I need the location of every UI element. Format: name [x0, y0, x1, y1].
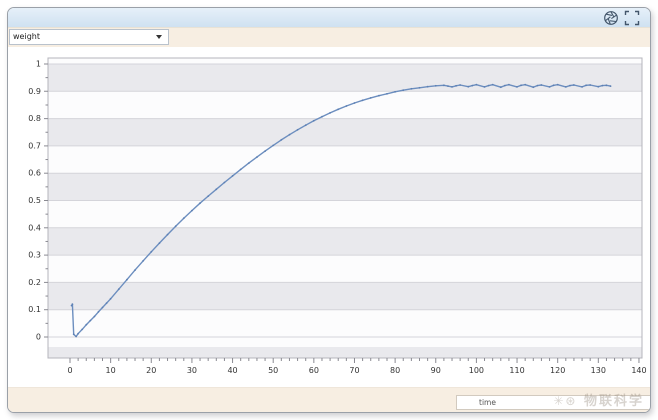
- x-tick-label: 70: [349, 366, 359, 375]
- x-tick-label: 90: [431, 366, 441, 375]
- y-tick-label: 0.7: [28, 141, 41, 150]
- series-selector-dropdown[interactable]: weight: [9, 29, 169, 45]
- x-axis-title-input[interactable]: time: [456, 395, 650, 410]
- aperture-icon[interactable]: [603, 10, 619, 26]
- y-tick-label: 0.4: [28, 223, 41, 232]
- x-tick-label: 130: [591, 366, 606, 375]
- x-tick-label: 140: [631, 366, 646, 375]
- x-tick-label: 120: [550, 366, 565, 375]
- fullscreen-icon[interactable]: [624, 10, 640, 26]
- y-tick-label: 0.8: [28, 114, 41, 123]
- x-tick-label: 20: [146, 366, 156, 375]
- bottom-bar: time: [8, 387, 650, 412]
- x-tick-label: 100: [469, 366, 484, 375]
- y-tick-label: 0.1: [28, 305, 41, 314]
- x-tick-label: 40: [227, 366, 237, 375]
- chevron-down-icon: [156, 35, 162, 39]
- x-tick-label: 10: [106, 366, 116, 375]
- y-tick-label: 0.6: [28, 169, 41, 178]
- x-tick-label: 80: [390, 366, 400, 375]
- header-icon-group: [603, 10, 640, 26]
- y-tick-label: 0.5: [28, 196, 41, 205]
- window-header-strip: [8, 8, 650, 28]
- toolbar: weight: [8, 28, 650, 47]
- y-tick-label: 0: [36, 333, 41, 342]
- x-tick-label: 50: [268, 366, 278, 375]
- x-tick-label: 30: [187, 366, 197, 375]
- y-tick-label: 0.2: [28, 278, 41, 287]
- x-axis-title-text: time: [479, 398, 496, 407]
- series-selector-value: weight: [13, 32, 40, 41]
- x-tick-label: 0: [67, 366, 72, 375]
- y-tick-label: 0.9: [28, 87, 41, 96]
- y-tick-label: 0.3: [28, 251, 41, 260]
- x-tick-label: 60: [309, 366, 319, 375]
- chart-panel: 0 10 20 30 40 50 60 70 80 90 100 110 120 130 140 0 0.1 0.…: [8, 47, 651, 387]
- line-chart-plot[interactable]: 0 10 20 30 40 50 60 70 80 90 100 110 120 130 140 0 0.1 0.…: [8, 47, 651, 387]
- x-tick-label: 110: [509, 366, 524, 375]
- y-tick-label: 1: [36, 60, 41, 69]
- chart-window: weight 0 10 20 30 40 50 60 70 80 90 100 110 120 130 14…: [7, 7, 651, 413]
